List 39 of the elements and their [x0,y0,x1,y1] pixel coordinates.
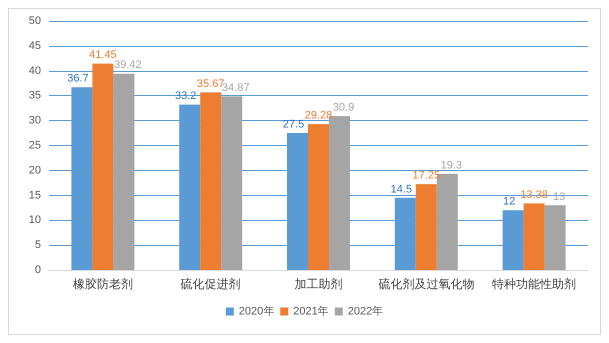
bar [524,203,545,270]
bar [113,74,134,270]
legend-label: 2022年 [348,306,384,318]
legend-label: 2021年 [293,306,329,318]
y-tick-label: 20 [28,164,41,176]
data-label: 34.87 [222,82,250,94]
data-label: 29.28 [304,110,332,122]
bar [92,64,114,270]
bar [544,205,566,270]
x-tick-label: 硫化促进剂 [180,277,241,291]
data-label: 14.5 [390,183,412,196]
y-tick-label: 10 [28,214,41,226]
data-label: 41.45 [89,49,117,62]
y-tick-label: 35 [28,90,41,102]
x-tick-label: 特种功能性助剂 [492,277,576,291]
y-tick-label: 40 [28,64,41,77]
y-tick-label: 0 [34,264,41,276]
data-label: 17.25 [412,170,440,182]
data-label: 39.42 [114,59,142,72]
bar [308,124,329,270]
x-tick-label: 加工助剂 [294,277,342,291]
legend-label: 2020年 [238,306,274,318]
data-label: 35.67 [196,78,224,90]
bar [221,96,242,270]
y-tick-label: 5 [34,239,41,252]
data-label: 36.7 [67,72,89,85]
bar [200,92,222,270]
y-tick-label: 30 [28,114,41,127]
x-tick-label: 硫化剂及过氧化物 [378,277,474,291]
data-label: 19.3 [440,159,462,172]
data-label: 27.5 [282,118,304,131]
y-tick-label: 15 [28,189,41,202]
x-tick-label: 橡胶防老剂 [72,277,133,291]
y-tick-label: 50 [28,15,41,27]
data-label: 12 [502,196,516,208]
bar [416,184,437,270]
y-tick-label: 45 [28,40,41,52]
data-label: 30.9 [332,102,354,114]
y-tick-label: 25 [28,140,41,152]
